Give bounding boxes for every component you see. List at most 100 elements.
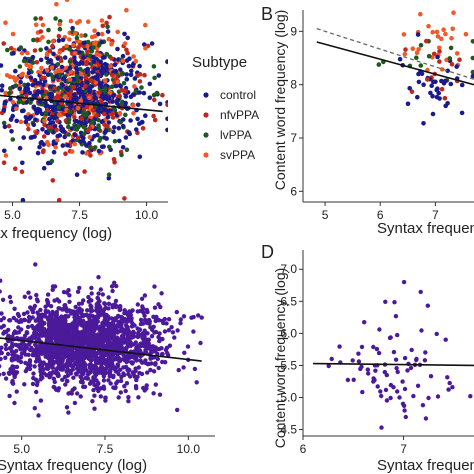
point: [127, 374, 133, 379]
point-control: [77, 50, 82, 55]
point-svPPA: [50, 39, 56, 44]
point: [114, 283, 119, 289]
point-lvPPA: [81, 110, 86, 115]
point: [408, 365, 414, 371]
point-control: [115, 46, 120, 52]
point: [12, 400, 17, 406]
point: [55, 358, 60, 363]
point: [356, 359, 362, 364]
point: [88, 325, 93, 330]
point: [32, 303, 38, 309]
point: [435, 394, 441, 399]
point-lvPPA: [418, 42, 424, 48]
point-control: [111, 129, 116, 135]
point: [351, 377, 356, 382]
point: [371, 344, 376, 350]
point-control: [71, 96, 76, 102]
point: [107, 358, 113, 364]
point: [22, 346, 28, 351]
point: [138, 358, 143, 363]
point: [411, 393, 416, 399]
point: [40, 366, 45, 371]
point: [185, 344, 191, 349]
point-control: [25, 82, 31, 87]
point-nfvPPA: [90, 108, 96, 113]
point: [95, 295, 100, 301]
point-control: [72, 132, 78, 138]
point: [405, 368, 410, 373]
x-tick-label: 5.0: [13, 442, 30, 456]
point: [92, 326, 98, 331]
point-lvPPA: [447, 56, 453, 61]
point-control: [421, 121, 426, 126]
point: [88, 333, 93, 338]
point-svPPA: [450, 26, 456, 32]
point-nfvPPA: [19, 169, 25, 174]
point-lvPPA: [68, 109, 73, 115]
point-control: [74, 67, 80, 73]
point-svPPA: [132, 84, 137, 89]
point: [3, 376, 9, 381]
point-lvPPA: [109, 84, 115, 89]
point-svPPA: [73, 30, 78, 36]
point-lvPPA: [121, 80, 127, 86]
point-svPPA: [131, 54, 136, 59]
point: [121, 357, 127, 362]
point-svPPA: [68, 69, 74, 75]
point: [93, 364, 99, 369]
point-nfvPPA: [55, 118, 60, 124]
point-lvPPA: [102, 86, 108, 92]
point: [139, 296, 145, 301]
point: [418, 289, 423, 295]
regression-line: [316, 41, 474, 86]
point-svPPA: [33, 22, 39, 28]
point: [89, 291, 94, 296]
point-svPPA: [443, 31, 448, 37]
point-control: [104, 136, 109, 141]
point: [52, 385, 57, 390]
point-nfvPPA: [50, 178, 56, 183]
point-control: [430, 111, 436, 117]
point: [37, 327, 42, 332]
point: [113, 298, 119, 304]
point-control: [60, 37, 66, 43]
point-svPPA: [55, 137, 60, 143]
point: [64, 405, 70, 410]
point: [366, 371, 371, 376]
point: [89, 308, 95, 313]
point: [36, 355, 41, 360]
point-control: [128, 72, 134, 78]
point: [112, 280, 117, 285]
point: [162, 329, 168, 334]
point: [114, 381, 119, 386]
point-svPPA: [416, 47, 421, 52]
point-control: [38, 57, 44, 63]
point: [127, 309, 132, 314]
point: [36, 413, 41, 418]
point: [443, 337, 448, 342]
panel-a-plot: 5.0 7.5 10.0: [0, 0, 168, 222]
point: [74, 366, 80, 371]
point: [6, 370, 12, 376]
point-nfvPPA: [1, 41, 6, 46]
panel-d-x-label: Syntax frequency (log): [377, 457, 474, 474]
point: [39, 360, 44, 366]
point: [152, 330, 157, 335]
point: [27, 366, 33, 372]
point: [65, 361, 70, 367]
panel-d-y-label: Content word frequency (log): [272, 268, 288, 449]
point-svPPA: [67, 37, 72, 42]
legend-marker: [203, 92, 209, 98]
point: [26, 361, 31, 366]
point-control: [2, 124, 8, 130]
point-nfvPPA: [160, 92, 165, 98]
point-control: [125, 35, 130, 41]
point: [384, 372, 389, 378]
point-svPPA: [11, 75, 16, 80]
point-control: [84, 80, 90, 85]
point-control: [470, 73, 474, 79]
legend-marker: [203, 132, 209, 138]
point-control: [95, 73, 100, 78]
point: [28, 347, 33, 353]
point: [196, 313, 201, 318]
